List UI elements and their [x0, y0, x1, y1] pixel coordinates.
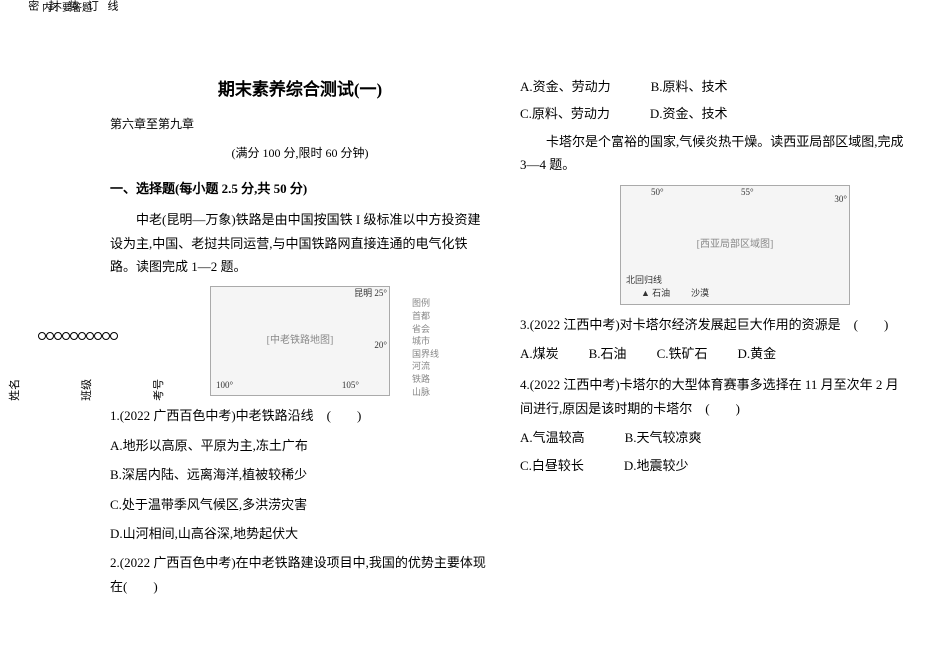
map2-coord: 55°	[741, 184, 754, 200]
content-area: 期末素养综合测试(一) 第六章至第九章 (满分 100 分,限时 60 分钟) …	[110, 75, 930, 662]
student-field-class: 班级	[78, 379, 98, 401]
map1-legend: 图例 首都 省会 城市 国界线 河流 铁路 山脉	[412, 297, 439, 398]
legend-item: 首都	[412, 310, 439, 323]
map2-placeholder: [西亚局部区域图] 50° 55° 30° 北回归线 ▲ 石油 沙漠	[620, 185, 850, 305]
intro2: 卡塔尔是个富裕的国家,气候炎热干燥。读西亚局部区域图,完成 3—4 题。	[520, 130, 910, 177]
exam-title: 期末素养综合测试(一)	[110, 75, 490, 106]
exam-subtitle: 第六章至第九章	[110, 114, 490, 136]
section1-title: 一、选择题(每小题 2.5 分,共 50 分)	[110, 177, 490, 200]
binding-inner-label: 题	[82, 0, 92, 672]
student-field-name: 姓名	[6, 379, 26, 401]
q1-opt-b: B.深居内陆、远离海洋,植被较稀少	[110, 463, 490, 486]
q4-opt-d: D.地震较少	[624, 454, 689, 477]
q4-stem: 4.(2022 江西中考)卡塔尔的大型体育赛事多选择在 11 月至次年 2 月间…	[520, 373, 910, 420]
map2-legend-desert: 沙漠	[691, 285, 709, 301]
map2-text: [西亚局部区域图]	[697, 236, 774, 254]
map2-coord: 50°	[651, 184, 664, 200]
q1-stem: 1.(2022 广西百色中考)中老铁路沿线 ( )	[110, 404, 490, 427]
q2-opt-a: A.资金、劳动力	[520, 75, 611, 98]
map1-coord: 105°	[342, 377, 359, 393]
right-column: A.资金、劳动力 B.原料、技术 C.原料、劳动力 D.资金、技术 卡塔尔是个富…	[510, 75, 930, 662]
binding-inner-labels: 题 答 要 不 内	[42, 0, 92, 672]
legend-item: 城市	[412, 335, 439, 348]
exam-info: (满分 100 分,限时 60 分钟)	[110, 143, 490, 165]
left-column: 期末素养综合测试(一) 第六章至第九章 (满分 100 分,限时 60 分钟) …	[110, 75, 510, 662]
binding-inner-label: 不	[52, 0, 62, 672]
legend-item: 省会	[412, 323, 439, 336]
q3-stem: 3.(2022 江西中考)对卡塔尔经济发展起巨大作用的资源是 ( )	[520, 313, 910, 336]
map1-coord: 20°	[374, 337, 387, 353]
q2-options-row1: A.资金、劳动力 B.原料、技术	[520, 75, 910, 98]
q4-opt-c: C.白昼较长	[520, 454, 584, 477]
map2-coord: 30°	[834, 191, 847, 207]
binding-margin: 线 订 装 封 密 题 答 要 不 内 考号 班级 姓名	[0, 0, 55, 672]
q2-opt-d: D.资金、技术	[650, 102, 728, 125]
q2-opt-b: B.原料、技术	[651, 75, 728, 98]
q3-opt-a: A.煤炭	[520, 342, 559, 365]
map1-placeholder: [中老铁路地图] 昆明 25° 105° 20° 100° 图例 首都 省会 城…	[210, 286, 390, 396]
q3-opt-d: D.黄金	[737, 342, 776, 365]
map1-text: [中老铁路地图]	[267, 332, 334, 350]
q2-stem: 2.(2022 广西百色中考)在中老铁路建设项目中,我国的优势主要体现在( )	[110, 551, 490, 598]
binding-inner-label: 要	[62, 0, 72, 672]
section1-intro: 中老(昆明—万象)铁路是由中国按国铁 I 级标准以中方投资建设为主,中国、老挝共…	[110, 208, 490, 278]
q4-options-row2: C.白昼较长 D.地震较少	[520, 454, 910, 477]
map2-legend-oil: ▲ 石油	[641, 285, 670, 301]
map1-coord: 100°	[216, 377, 233, 393]
q4-options-row1: A.气温较高 B.天气较凉爽	[520, 426, 910, 449]
binding-inner-label: 答	[72, 0, 82, 672]
q4-opt-b: B.天气较凉爽	[625, 426, 702, 449]
legend-item: 山脉	[412, 386, 439, 399]
legend-title: 图例	[412, 297, 439, 310]
q3-options: A.煤炭 B.石油 C.铁矿石 D.黄金	[520, 342, 910, 365]
q2-options-row2: C.原料、劳动力 D.资金、技术	[520, 102, 910, 125]
q2-opt-c: C.原料、劳动力	[520, 102, 610, 125]
q1-opt-c: C.处于温带季风气候区,多洪涝灾害	[110, 493, 490, 516]
map1-coord: 昆明 25°	[354, 285, 387, 301]
q3-opt-b: B.石油	[589, 342, 627, 365]
binding-label: 密	[22, 0, 42, 672]
binding-inner-label: 内	[42, 0, 52, 672]
legend-item: 铁路	[412, 373, 439, 386]
q4-opt-a: A.气温较高	[520, 426, 585, 449]
q1-opt-d: D.山河相间,山高谷深,地势起伏大	[110, 522, 490, 545]
q1-opt-a: A.地形以高原、平原为主,冻土广布	[110, 434, 490, 457]
legend-item: 河流	[412, 360, 439, 373]
legend-item: 国界线	[412, 348, 439, 361]
q3-opt-c: C.铁矿石	[657, 342, 708, 365]
